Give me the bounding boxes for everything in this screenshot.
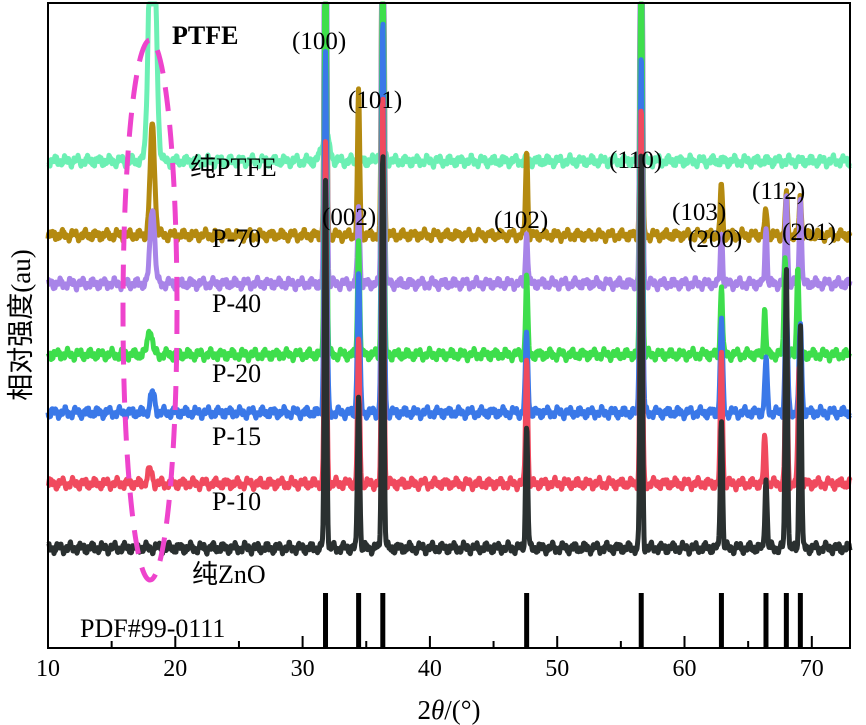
reference-label: PDF#99-0111 [80,614,225,643]
annotation-102: (102) [494,207,548,234]
series-line-1 [46,1,853,170]
x-tick-label: 60 [673,656,697,682]
x-axis: 10 20 30 40 50 60 70 [36,636,824,682]
series-label-4: P-20 [212,359,261,388]
annotation-ptfe: PTFE [172,21,238,50]
labels-layer: 纯PTFE P-70 P-40 P-20 P-15 P-10 纯ZnO PDF#99-0111 [80,153,277,643]
ptfe-highlight-ellipse [120,37,180,583]
annotation-101: (101) [348,87,402,114]
series-line-4 [45,1,852,364]
x-tick-label: 40 [418,656,442,682]
x-axis-label-unit: /(°) [444,695,480,725]
annotation-002: (002) [322,204,376,231]
x-axis-label-prefix: 2 [417,695,431,725]
x-tick-label: 70 [800,656,824,682]
annotation-110: (110) [609,147,662,174]
series-label-6: P-10 [212,487,261,516]
series-label-2: P-70 [212,224,261,253]
x-axis-label-var: θ [431,695,444,725]
annotation-100: (100) [292,28,346,55]
series-line-6 [46,96,853,493]
series-line-3 [46,1,853,293]
x-tick-label: 50 [545,656,569,682]
y-axis-label: 相对强度(au) [6,249,36,400]
series-label-1: 纯PTFE [190,153,277,182]
annotation-200: (200) [688,226,742,253]
x-tick-label: 10 [36,656,60,682]
series-line-2 [45,1,853,245]
annotation-112: (112) [752,178,805,205]
x-tick-label: 20 [163,656,187,682]
series-label-7: 纯ZnO [192,560,266,589]
annotation-103: (103) [672,199,726,226]
x-axis-label: 2θ/(°) [417,695,480,725]
series-label-5: P-15 [212,422,261,451]
annotation-201: (201) [782,219,836,246]
series-label-3: P-40 [212,289,261,318]
reference-layer [323,593,803,648]
plot-frame [47,2,851,649]
series-layer [45,1,853,557]
x-tick-label: 30 [291,656,315,682]
series-line-5 [45,21,852,422]
series-line-7 [46,153,853,557]
